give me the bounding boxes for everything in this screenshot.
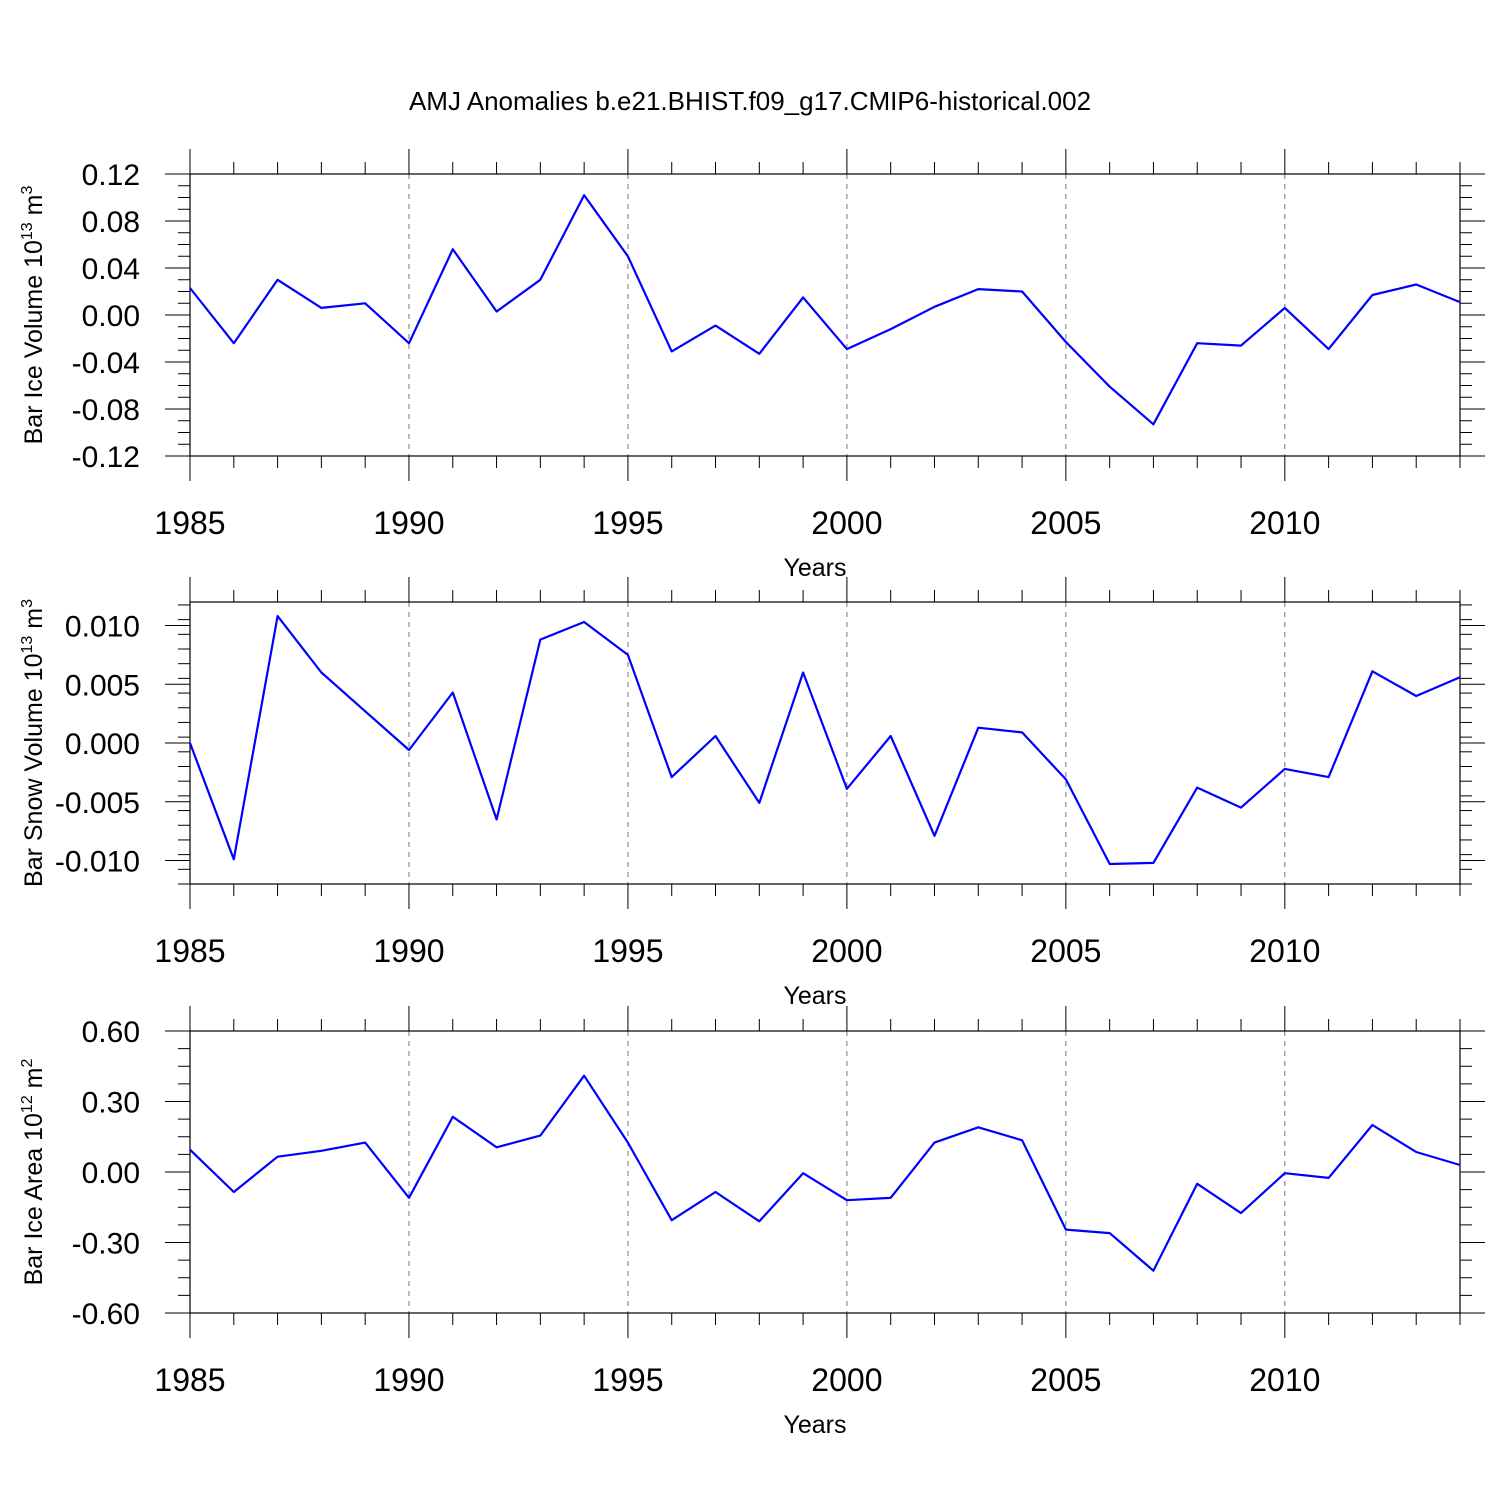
- x-tick-label: 2000: [811, 1362, 882, 1398]
- y-tick-label: 0.08: [82, 206, 140, 239]
- x-tick-label: 1995: [592, 933, 663, 969]
- x-tick-label: 2005: [1030, 505, 1101, 541]
- x-tick-label: 2010: [1249, 933, 1320, 969]
- y-label-superscript: 3: [19, 186, 36, 195]
- y-label-text: m: [20, 608, 48, 636]
- y-tick-label: 0.010: [65, 611, 140, 644]
- series-line: [189, 194, 1461, 426]
- y-tick-label: 0.00: [82, 300, 140, 333]
- y-tick-label: 0.12: [82, 159, 140, 192]
- y-tick-label: -0.30: [72, 1228, 140, 1261]
- y-label-superscript: 2: [19, 1059, 36, 1068]
- x-axis-label: Years: [783, 554, 846, 582]
- y-label-superscript: 3: [19, 599, 36, 608]
- series-line: [188, 614, 1461, 866]
- y-tick-label: -0.04: [72, 347, 140, 380]
- y-tick-label: 0.000: [65, 728, 140, 761]
- y-tick-label: 0.005: [65, 669, 140, 702]
- y-tick-label: -0.010: [55, 846, 140, 879]
- series-line: [189, 1074, 1461, 1272]
- y-label-superscript: 13: [19, 222, 36, 240]
- panel-2: 1985 1990 1995 2000 2005 2010 -0.010 -0.005 0.00…: [19, 577, 1485, 1010]
- y-tick-label: -0.12: [72, 441, 140, 474]
- x-tick-label: 1990: [373, 1362, 444, 1398]
- y-tick-label: 0.30: [82, 1087, 140, 1120]
- y-label-text: m: [20, 1068, 48, 1096]
- x-tick-label: 2010: [1249, 505, 1320, 541]
- y-label-text: Bar Ice Area 10: [20, 1113, 48, 1285]
- y-label-superscript: 12: [19, 1095, 36, 1113]
- x-axis-label: Years: [783, 1411, 846, 1439]
- x-tick-label: 1985: [154, 1362, 225, 1398]
- plot-frame: [189, 1030, 1461, 1314]
- x-tick-label: 1985: [154, 505, 225, 541]
- y-axis-label: Bar Ice Area 1012 m2: [19, 1059, 48, 1286]
- y-label-superscript: 13: [19, 636, 36, 654]
- plot-frame: [189, 601, 1461, 885]
- x-tick-label: 2000: [811, 933, 882, 969]
- y-tick-label: -0.60: [72, 1298, 140, 1331]
- y-tick-label: 0.04: [82, 253, 140, 286]
- x-tick-label: 2005: [1030, 933, 1101, 969]
- y-axis-label: Bar Snow Volume 1013 m3: [19, 599, 48, 887]
- x-tick-label: 2000: [811, 505, 882, 541]
- panels: 1985 1990 1995 2000 2005 2010 -0.12 -0.08 -0.04 0…: [19, 149, 1485, 1439]
- x-tick-label: 1985: [154, 933, 225, 969]
- y-label-text: Bar Ice Volume 10: [20, 240, 48, 444]
- panel-1: 1985 1990 1995 2000 2005 2010 -0.12 -0.08 -0.04 0…: [19, 149, 1485, 582]
- x-tick-label: 2010: [1249, 1362, 1320, 1398]
- panel-3: 1985 1990 1995 2000 2005 2010 -0.60 -0.30 0.00 0.…: [19, 1006, 1485, 1439]
- y-tick-label: 0.60: [82, 1016, 140, 1049]
- y-tick-label: -0.08: [72, 394, 140, 427]
- y-label-text: Bar Snow Volume 10: [20, 654, 48, 887]
- y-tick-label: 0.00: [82, 1157, 140, 1190]
- y-tick-label: -0.005: [55, 787, 140, 820]
- x-tick-label: 1990: [373, 933, 444, 969]
- figure-title: AMJ Anomalies b.e21.BHIST.f09_g17.CMIP6-…: [409, 86, 1091, 116]
- plot-frame: [189, 173, 1461, 457]
- x-axis-label: Years: [783, 982, 846, 1010]
- y-label-text: m: [20, 195, 48, 223]
- x-tick-label: 1995: [592, 1362, 663, 1398]
- x-tick-label: 1990: [373, 505, 444, 541]
- x-tick-label: 1995: [592, 505, 663, 541]
- x-tick-label: 2005: [1030, 1362, 1101, 1398]
- y-axis-label: Bar Ice Volume 1013 m3: [19, 186, 48, 445]
